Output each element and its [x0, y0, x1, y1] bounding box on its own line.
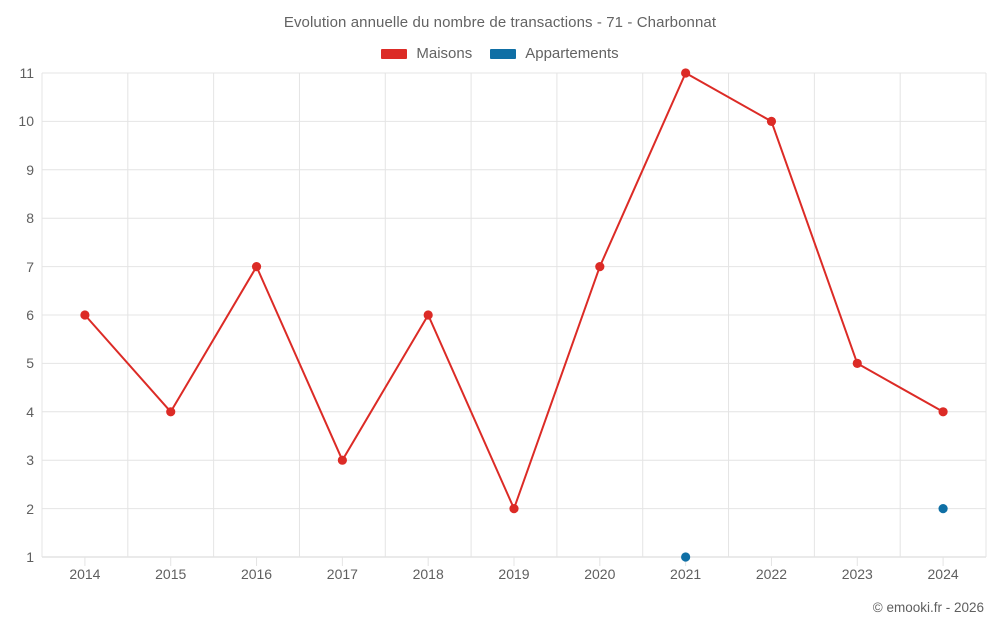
y-tick-label: 7 — [26, 258, 34, 275]
x-tick-label: 2019 — [498, 566, 530, 582]
data-point[interactable] — [766, 116, 777, 126]
x-tick-label: 2024 — [927, 566, 959, 582]
legend-swatch-appartements — [490, 48, 517, 59]
legend-item-maisons[interactable]: Maisons — [381, 45, 472, 62]
y-tick-label: 8 — [26, 210, 34, 227]
legend-item-appartements[interactable]: Appartements — [490, 45, 619, 62]
x-tick-label: 2016 — [240, 566, 273, 582]
x-tick-label: 2018 — [412, 566, 444, 582]
y-tick-label: 6 — [26, 307, 34, 323]
x-tick-label: 2020 — [584, 566, 616, 582]
data-point[interactable] — [681, 552, 691, 562]
data-point[interactable] — [509, 504, 519, 514]
data-point[interactable] — [681, 68, 691, 78]
data-point[interactable] — [938, 504, 948, 514]
data-point[interactable] — [595, 262, 605, 272]
x-tick-label: 2015 — [155, 566, 187, 582]
data-point[interactable] — [423, 310, 433, 320]
x-tick-label: 2017 — [326, 566, 358, 582]
y-tick-label: 9 — [26, 161, 34, 178]
data-point[interactable] — [80, 310, 90, 320]
y-tick-label: 2 — [26, 500, 34, 517]
y-tick-label: 4 — [26, 403, 34, 420]
legend-swatch-maisons — [381, 48, 408, 59]
data-point[interactable] — [337, 455, 347, 465]
legend-label-maisons: Maisons — [416, 45, 473, 62]
data-point[interactable] — [166, 407, 176, 417]
data-point[interactable] — [251, 262, 262, 272]
data-point[interactable] — [852, 358, 862, 368]
y-tick-label: 3 — [26, 452, 34, 469]
x-tick-label: 2014 — [69, 566, 101, 582]
y-tick-label: 10 — [18, 113, 34, 130]
data-point[interactable] — [938, 407, 948, 417]
x-tick-label: 2021 — [670, 566, 702, 582]
x-tick-label: 2022 — [755, 566, 788, 582]
copyright-footer: © emooki.fr - 2026 — [872, 600, 984, 615]
y-tick-label: 1 — [26, 549, 34, 565]
chart-legend: Maisons Appartements — [0, 45, 1000, 62]
x-tick-label: 2023 — [841, 566, 873, 582]
chart-title: Evolution annuelle du nombre de transact… — [283, 14, 717, 31]
legend-label-appartements: Appartements — [525, 45, 619, 62]
y-tick-label: 11 — [19, 65, 34, 81]
y-tick-label: 5 — [26, 355, 34, 372]
